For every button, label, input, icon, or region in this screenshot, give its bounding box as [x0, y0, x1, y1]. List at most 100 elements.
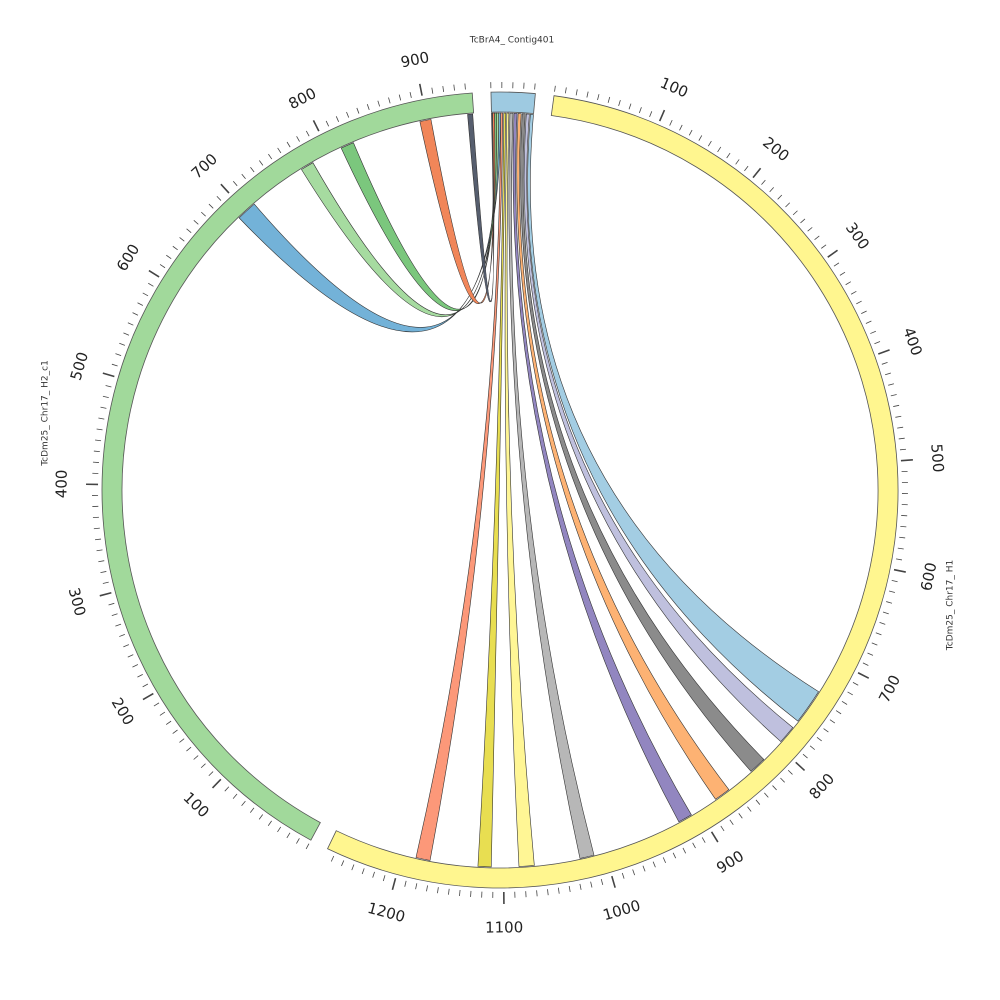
tick-mark: [893, 404, 900, 407]
tick-mark: [870, 330, 876, 334]
tick-mark: [241, 173, 246, 180]
tick-mark: [692, 842, 696, 849]
tick-mark: [575, 89, 578, 96]
tick-mark: [123, 644, 130, 648]
tick-mark: [886, 601, 893, 604]
tick-mark: [108, 602, 115, 606]
tick-mark: [159, 264, 166, 269]
tick-mark: [208, 771, 214, 777]
tick-mark: [388, 97, 391, 104]
tick-mark: [738, 813, 743, 819]
tick-label: 200: [759, 133, 793, 165]
tick-mark: [268, 153, 273, 160]
tick-mark: [839, 271, 846, 276]
tick-mark: [607, 96, 611, 103]
tick-mark: [111, 363, 118, 367]
tick-mark: [100, 406, 107, 409]
tick-mark: [554, 85, 556, 92]
tick-mark: [93, 450, 100, 453]
tick-mark: [628, 103, 632, 110]
tick-mark: [735, 159, 740, 165]
tick-mark: [618, 100, 621, 107]
tick-label: 400: [52, 469, 70, 498]
tick-mark: [312, 120, 320, 132]
tick-mark: [710, 831, 719, 843]
tick-mark: [787, 769, 793, 775]
tick-label: 100: [180, 788, 213, 821]
tick-mark: [102, 581, 109, 584]
tick-mark: [361, 868, 365, 875]
tick-mark: [179, 237, 185, 242]
tick-label: 300: [842, 219, 873, 253]
tick-mark: [115, 623, 122, 627]
tick-mark: [142, 683, 149, 688]
tick-mark: [821, 244, 827, 249]
tick-mark: [241, 800, 246, 806]
tick-mark: [882, 611, 889, 615]
link-ribbon-13: [467, 112, 495, 302]
tick-mark: [726, 152, 731, 159]
tick-mark: [833, 262, 840, 267]
tick-mark: [277, 826, 282, 833]
link-ribbon-0: [527, 113, 819, 722]
tick-mark: [841, 701, 848, 705]
tick-mark: [335, 116, 340, 122]
tick-mark: [286, 141, 291, 148]
tick-mark: [649, 111, 653, 118]
tick-mark: [102, 372, 115, 378]
tick-mark: [885, 372, 891, 376]
segments-layer: [101, 91, 899, 889]
tick-mark: [277, 147, 282, 154]
tick-mark: [98, 560, 105, 563]
tick-mark: [115, 353, 122, 357]
segment-name-label: TcBrA4_ Contig401: [469, 36, 554, 46]
tick-mark: [899, 448, 906, 451]
tick-mark: [792, 210, 798, 216]
tick-mark: [442, 85, 445, 93]
tick-mark: [330, 855, 335, 862]
tick-mark: [871, 642, 878, 646]
tick-mark: [418, 83, 423, 96]
tick-mark: [688, 129, 693, 136]
tick-mark: [900, 525, 907, 528]
tick-mark: [856, 300, 862, 305]
tick-mark: [895, 558, 903, 561]
tick-mark: [679, 124, 683, 131]
tick-mark: [564, 87, 567, 94]
tick-mark: [267, 820, 272, 827]
tick-mark: [568, 885, 571, 892]
tick-mark: [137, 302, 144, 306]
tick-mark: [216, 195, 222, 201]
tick-mark: [772, 785, 777, 791]
tick-mark: [534, 83, 536, 90]
tick-mark: [249, 807, 255, 813]
tick-mark: [426, 885, 428, 892]
tick-mark: [814, 235, 820, 241]
tick-mark: [835, 710, 842, 715]
tick-mark: [698, 135, 703, 141]
segment-arc-1: [327, 95, 899, 889]
tick-mark: [305, 843, 310, 850]
tick-mark: [865, 320, 872, 324]
segment-arc-0: [490, 91, 536, 114]
tick-mark: [99, 591, 112, 597]
tick-mark: [232, 181, 238, 187]
tick-mark: [652, 861, 656, 868]
tick-label: 100: [657, 74, 690, 102]
tick-mark: [98, 417, 105, 420]
link-ribbon-12: [419, 112, 496, 304]
tick-mark: [857, 672, 870, 679]
tick-mark: [305, 130, 310, 137]
tick-mark: [717, 146, 722, 153]
tick-label: 1200: [366, 899, 408, 926]
tick-mark: [761, 179, 766, 185]
tick-mark: [409, 91, 412, 98]
tick-mark: [829, 719, 836, 724]
tick-label: 600: [113, 241, 143, 275]
tick-mark: [127, 322, 134, 326]
tick-mark: [890, 394, 897, 397]
tick-mark: [891, 579, 898, 583]
tick-mark: [729, 819, 734, 825]
tick-mark: [823, 728, 829, 733]
